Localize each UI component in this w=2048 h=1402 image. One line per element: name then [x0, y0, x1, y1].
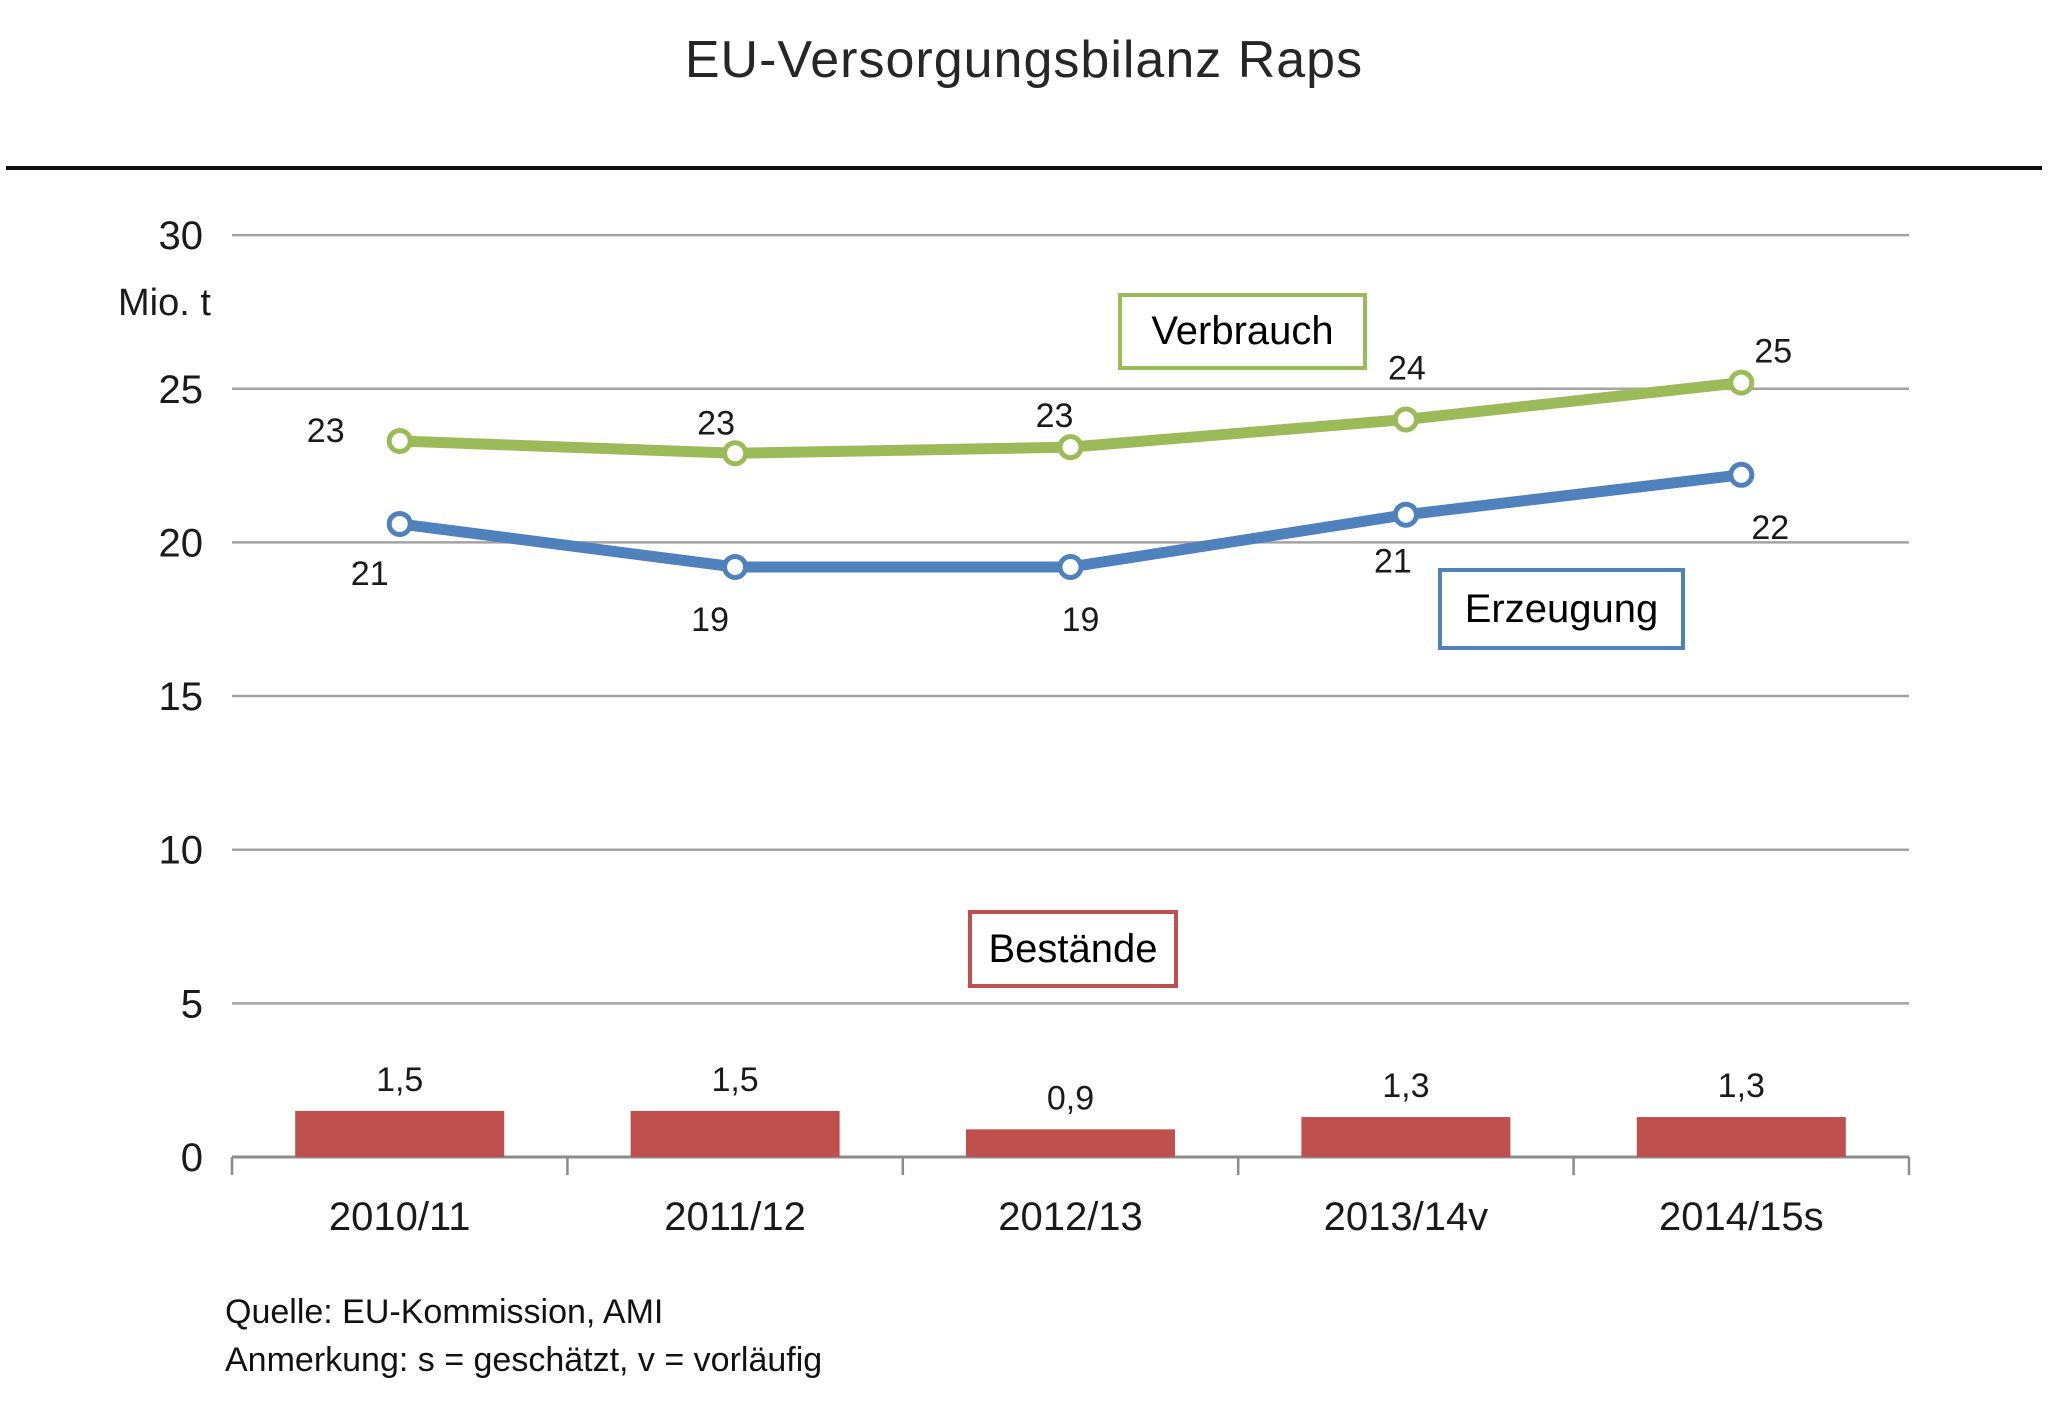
marker-erzeugung — [386, 510, 413, 537]
point-value-label: 23 — [1036, 397, 1074, 435]
legend-verbrauch-label: Verbrauch — [1151, 309, 1334, 353]
point-value-label: 21 — [351, 555, 389, 593]
marker-erzeugung — [1057, 553, 1084, 580]
bar-bestaende — [1636, 1117, 1846, 1157]
marker-erzeugung — [722, 553, 749, 580]
point-value-label: 23 — [307, 412, 345, 450]
x-category-label: 2011/12 — [664, 1195, 806, 1239]
source-note: Quelle: EU-Kommission, AMI Anmerkung: s … — [225, 1288, 822, 1385]
marker-erzeugung — [1728, 461, 1755, 488]
point-value-label: 23 — [697, 404, 735, 442]
legend-bestaende: Bestände — [968, 910, 1178, 988]
title-divider-line — [6, 166, 2042, 170]
bar-bestaende — [966, 1129, 1175, 1157]
note-line: Anmerkung: s = geschätzt, v = vorläufig — [225, 1341, 823, 1380]
bar-value-label: 1,5 — [711, 1061, 758, 1099]
x-category-label: 2013/14v — [1324, 1195, 1489, 1239]
bar-value-label: 1,3 — [1382, 1067, 1429, 1105]
bar-value-label: 1,5 — [376, 1061, 423, 1099]
legend-bestaende-label: Bestände — [988, 926, 1158, 971]
marker-verbrauch — [1728, 369, 1755, 396]
point-value-label: 25 — [1754, 333, 1792, 371]
x-category-label: 2010/11 — [329, 1195, 471, 1239]
marker-verbrauch — [1392, 406, 1419, 433]
y-tick-label: 30 — [159, 214, 204, 258]
bar-bestaende — [1301, 1117, 1511, 1157]
bar-bestaende — [295, 1110, 505, 1157]
y-tick-label: 15 — [159, 675, 204, 719]
legend-erzeugung-label: Erzeugung — [1464, 586, 1659, 631]
marker-erzeugung — [1392, 501, 1419, 528]
marker-verbrauch — [386, 427, 413, 454]
y-tick-label: 5 — [181, 982, 203, 1026]
bar-value-label: 1,3 — [1718, 1067, 1765, 1105]
chart-title: EU-Versorgungsbilanz Raps — [684, 31, 1364, 89]
y-tick-label: 10 — [159, 829, 204, 873]
point-value-label: 21 — [1374, 543, 1412, 581]
bar-bestaende — [630, 1110, 840, 1157]
y-tick-label: 20 — [159, 521, 204, 565]
y-tick-label: 25 — [159, 368, 204, 412]
marker-verbrauch — [722, 440, 749, 467]
x-category-label: 2012/13 — [998, 1195, 1143, 1239]
y-tick-label: 0 — [181, 1136, 203, 1180]
legend-verbrauch: Verbrauch — [1118, 293, 1367, 370]
y-axis-unit-label: Mio. t — [118, 282, 211, 324]
line-erzeugung — [394, 469, 1747, 573]
point-value-label: 19 — [691, 601, 729, 639]
point-value-label: 24 — [1388, 349, 1426, 387]
x-category-label: 2014/15s — [1659, 1195, 1824, 1239]
source-line: Quelle: EU-Kommission, AMI — [225, 1293, 664, 1331]
marker-verbrauch — [1057, 434, 1084, 461]
legend-erzeugung: Erzeugung — [1438, 568, 1685, 650]
point-value-label: 19 — [1062, 601, 1100, 639]
point-value-label: 22 — [1751, 509, 1789, 547]
bar-value-label: 0,9 — [1047, 1079, 1094, 1117]
